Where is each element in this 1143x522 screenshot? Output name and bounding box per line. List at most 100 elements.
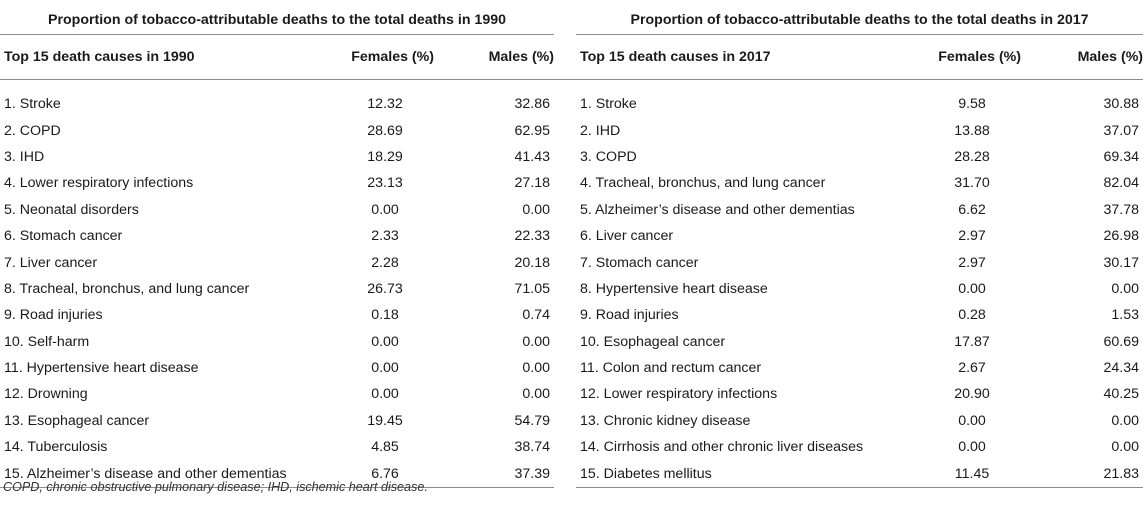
males-2017-cell: 1.53 (1111, 307, 1140, 324)
females-1990-cell: 2.28 (371, 254, 399, 271)
cause-1990-cell: 15. Alzheimer’s disease and other dement… (0, 460, 322, 488)
cause-1990-cell: 13. Esophageal cancer (4, 412, 150, 429)
table-row: 11. Hypertensive heart disease 0.00 0.00 11… (0, 355, 1143, 381)
males-1990-cell: 41.43 (514, 148, 551, 165)
cause-1990-cell: 12. Drowning (4, 386, 88, 403)
females-1990-cell: 28.69 (367, 122, 403, 139)
table-row: 2. COPD 28.69 62.95 2. IHD 13.88 37.07 (0, 117, 1143, 143)
col-header-causes-2017: Top 15 death causes in 2017 (576, 34, 910, 80)
cause-1990-cell: 11. Hypertensive heart disease (4, 360, 199, 377)
females-1990-cell: 23.13 (367, 175, 403, 192)
table-row: 13. Esophageal cancer 19.45 54.79 13. Chron… (0, 408, 1143, 434)
cause-1990-cell: 2. COPD (4, 122, 61, 139)
males-2017-cell: 26.98 (1103, 228, 1140, 245)
table-row: 12. Drowning 0.00 0.00 12. Lower respirator… (0, 381, 1143, 407)
cause-2017-cell: 2. IHD (580, 122, 621, 139)
males-1990-cell: 20.18 (514, 254, 551, 271)
females-2017-cell: 31.70 (954, 175, 990, 192)
males-2017-cell: 0.00 (1111, 280, 1140, 297)
males-1990-cell: 0.00 (522, 386, 551, 403)
cause-2017-cell: 12. Lower respiratory infections (580, 386, 778, 403)
table-row: 5. Neonatal disorders 0.00 0.00 5. Alzheime… (0, 197, 1143, 223)
males-1990-cell: 62.95 (514, 122, 551, 139)
males-1990-cell: 0.00 (522, 360, 551, 377)
cause-2017-cell: 3. COPD (580, 148, 637, 165)
cause-1990-cell: 8. Tracheal, bronchus, and lung cancer (4, 280, 250, 297)
table-row: 4. Lower respiratory infections 23.13 27.1… (0, 170, 1143, 196)
col-header-females-1990: Females (%) (322, 34, 434, 80)
table-row: 10. Self-harm 0.00 0.00 10. Esophageal canc… (0, 329, 1143, 355)
cause-2017-cell: 1. Stroke (580, 96, 637, 113)
females-1990-cell: 0.00 (371, 333, 399, 350)
females-2017-cell: 0.00 (958, 439, 986, 456)
tobacco-deaths-table: Proportion of tobacco-attributable death… (0, 6, 1143, 488)
table-row: 7. Liver cancer 2.28 20.18 7. Stomach cance… (0, 249, 1143, 275)
males-2017-cell: 40.25 (1103, 386, 1140, 403)
females-2017-cell: 2.97 (958, 228, 986, 245)
females-1990-cell: 0.00 (371, 386, 399, 403)
cause-2017-cell: 14. Cirrhosis and other chronic liver di… (580, 439, 864, 456)
males-1990-cell: 38.74 (514, 439, 551, 456)
males-2017-cell: 21.83 (1021, 460, 1143, 488)
females-2017-cell: 20.90 (954, 386, 990, 403)
females-1990-cell: 0.18 (371, 307, 399, 324)
cause-2017-cell: 8. Hypertensive heart disease (580, 280, 768, 297)
cause-1990-cell: 1. Stroke (4, 96, 61, 113)
females-1990-cell: 2.33 (371, 228, 399, 245)
cause-2017-cell: 7. Stomach cancer (580, 254, 699, 271)
table-row: 14. Tuberculosis 4.85 38.74 14. Cirrhosis a… (0, 434, 1143, 460)
col-header-males-1990: Males (%) (434, 34, 555, 80)
cause-1990-cell: 5. Neonatal disorders (4, 201, 139, 218)
males-2017-cell: 30.88 (1103, 96, 1140, 113)
females-1990-cell: 4.85 (371, 439, 399, 456)
table-row: 9. Road injuries 0.18 0.74 9. Road injuries… (0, 302, 1143, 328)
males-2017-cell: 30.17 (1103, 254, 1140, 271)
females-1990-cell: 6.76 (322, 460, 434, 488)
males-1990-cell: 54.79 (514, 412, 551, 429)
cause-1990-cell: 4. Lower respiratory infections (4, 175, 194, 192)
footnote: COPD, chronic obstructive pulmonary dise… (3, 480, 428, 494)
cause-2017-cell: 15. Diabetes mellitus (576, 460, 910, 488)
cause-2017-cell: 9. Road injuries (580, 307, 679, 324)
males-1990-cell: 32.86 (514, 96, 551, 113)
cause-2017-cell: 11. Colon and rectum cancer (580, 360, 762, 377)
table-row: 1. Stroke 12.32 32.86 1. Stroke 9.58 30.88 (0, 91, 1143, 117)
cause-2017-cell: 10. Esophageal cancer (580, 333, 726, 350)
males-1990-cell: 27.18 (514, 175, 551, 192)
section-title-1990: Proportion of tobacco-attributable death… (0, 6, 555, 35)
males-2017-cell: 0.00 (1111, 439, 1140, 456)
females-2017-cell: 0.28 (958, 307, 986, 324)
females-1990-cell: 26.73 (367, 280, 403, 297)
females-2017-cell: 0.00 (958, 412, 986, 429)
cause-1990-cell: 3. IHD (4, 148, 45, 165)
females-2017-cell: 6.62 (958, 201, 986, 218)
table-row: 3. IHD 18.29 41.43 3. COPD 28.28 69.34 (0, 144, 1143, 170)
table-row: 15. Alzheimer’s disease and other dement… (0, 460, 1143, 488)
males-2017-cell: 60.69 (1103, 333, 1140, 350)
males-2017-cell: 37.78 (1103, 201, 1140, 218)
males-1990-cell: 0.00 (522, 333, 551, 350)
col-header-males-2017: Males (%) (1021, 34, 1143, 80)
females-2017-cell: 13.88 (954, 122, 990, 139)
males-1990-cell: 0.74 (522, 307, 551, 324)
cause-2017-cell: 13. Chronic kidney disease (580, 412, 751, 429)
cause-1990-cell: 9. Road injuries (4, 307, 103, 324)
cause-1990-cell: 7. Liver cancer (4, 254, 98, 271)
females-2017-cell: 28.28 (954, 148, 990, 165)
males-1990-cell: 0.00 (522, 201, 551, 218)
females-2017-cell: 2.97 (958, 254, 986, 271)
females-1990-cell: 12.32 (367, 96, 403, 113)
males-2017-cell: 69.34 (1103, 148, 1140, 165)
males-2017-cell: 82.04 (1103, 175, 1140, 192)
males-2017-cell: 37.07 (1103, 122, 1140, 139)
table-body: 1. Stroke 12.32 32.86 1. Stroke 9.58 30.88 2. … (0, 80, 1143, 488)
females-2017-cell: 11.45 (909, 460, 1022, 488)
table-row: 6. Stomach cancer 2.33 22.33 6. Liver cance… (0, 223, 1143, 249)
females-1990-cell: 19.45 (367, 412, 403, 429)
males-2017-cell: 24.34 (1103, 360, 1140, 377)
females-2017-cell: 2.67 (958, 360, 986, 377)
females-1990-cell: 0.00 (371, 201, 399, 218)
cause-1990-cell: 14. Tuberculosis (4, 439, 108, 456)
cause-2017-cell: 4. Tracheal, bronchus, and lung cancer (580, 175, 826, 192)
